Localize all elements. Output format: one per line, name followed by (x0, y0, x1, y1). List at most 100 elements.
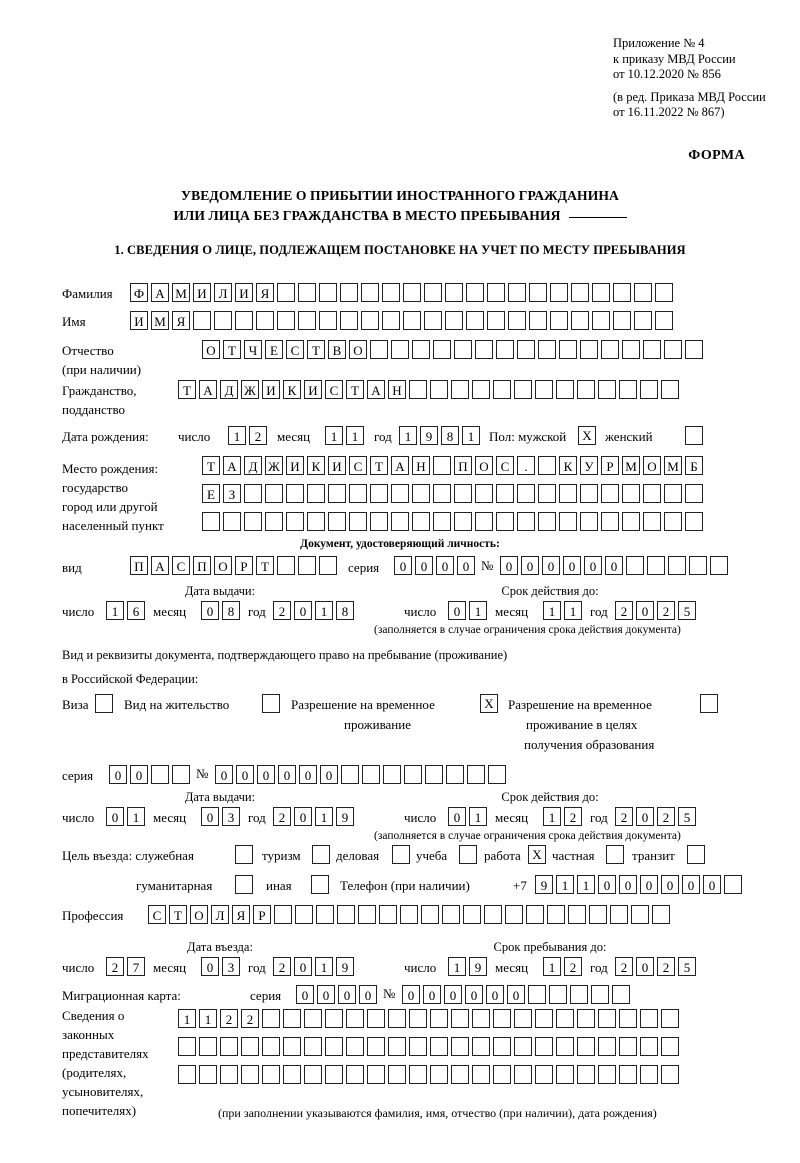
char-cell[interactable]: 0 (415, 556, 433, 575)
char-cell[interactable] (580, 340, 598, 359)
char-cell[interactable] (421, 905, 439, 924)
char-cell[interactable]: Т (223, 340, 241, 359)
char-cell[interactable]: А (223, 456, 241, 475)
char-cell[interactable] (664, 340, 682, 359)
char-cell[interactable] (535, 1037, 553, 1056)
char-cell[interactable] (304, 1009, 322, 1028)
char-cell[interactable]: Т (178, 380, 196, 399)
char-cell[interactable]: 1 (543, 807, 561, 826)
char-cell[interactable]: Ж (241, 380, 259, 399)
purpose-work-checkbox[interactable]: X (528, 845, 546, 864)
char-cell[interactable] (493, 380, 511, 399)
char-cell[interactable] (391, 340, 409, 359)
char-cell[interactable]: 0 (661, 875, 679, 894)
char-cell[interactable]: И (235, 283, 253, 302)
char-cell[interactable] (613, 311, 631, 330)
char-cell[interactable]: П (130, 556, 148, 575)
char-cell[interactable] (307, 484, 325, 503)
char-cell[interactable]: 9 (336, 807, 354, 826)
char-cell[interactable] (172, 765, 190, 784)
char-cell[interactable]: 5 (678, 957, 696, 976)
char-cell[interactable]: 3 (222, 957, 240, 976)
char-cell[interactable] (325, 1037, 343, 1056)
char-cell[interactable] (643, 484, 661, 503)
char-cell[interactable] (640, 380, 658, 399)
char-cell[interactable]: 0 (598, 875, 616, 894)
char-cell[interactable] (508, 311, 526, 330)
char-cell[interactable] (640, 1037, 658, 1056)
char-cell[interactable]: 1 (448, 957, 466, 976)
char-cell[interactable]: А (367, 380, 385, 399)
char-cell[interactable] (571, 311, 589, 330)
char-cell[interactable]: А (199, 380, 217, 399)
char-cell[interactable] (404, 765, 422, 784)
char-cell[interactable]: О (202, 340, 220, 359)
char-cell[interactable] (199, 1065, 217, 1084)
char-cell[interactable] (634, 283, 652, 302)
char-cell[interactable]: 7 (127, 957, 145, 976)
char-cell[interactable]: 2 (106, 957, 124, 976)
char-cell[interactable]: 8 (222, 601, 240, 620)
char-cell[interactable] (472, 1009, 490, 1028)
char-cell[interactable] (370, 484, 388, 503)
char-cell[interactable]: И (304, 380, 322, 399)
char-cell[interactable] (283, 1037, 301, 1056)
char-cell[interactable]: 0 (636, 601, 654, 620)
char-cell[interactable] (358, 905, 376, 924)
purpose-humanitarian-checkbox[interactable] (235, 875, 253, 894)
char-cell[interactable]: Б (685, 456, 703, 475)
char-cell[interactable] (655, 283, 673, 302)
char-cell[interactable] (661, 1065, 679, 1084)
char-cell[interactable] (265, 512, 283, 531)
char-cell[interactable] (178, 1065, 196, 1084)
char-cell[interactable]: 0 (507, 985, 525, 1004)
birthplace-row-3-input[interactable] (202, 512, 703, 531)
char-cell[interactable]: 5 (678, 601, 696, 620)
char-cell[interactable] (277, 556, 295, 575)
char-cell[interactable]: 0 (457, 556, 475, 575)
char-cell[interactable]: Д (220, 380, 238, 399)
char-cell[interactable] (425, 765, 443, 784)
char-cell[interactable]: 1 (106, 601, 124, 620)
char-cell[interactable] (493, 1065, 511, 1084)
char-cell[interactable] (724, 875, 742, 894)
char-cell[interactable]: И (130, 311, 148, 330)
char-cell[interactable] (223, 512, 241, 531)
char-cell[interactable] (463, 905, 481, 924)
char-cell[interactable] (193, 311, 211, 330)
char-cell[interactable] (496, 512, 514, 531)
char-cell[interactable] (619, 380, 637, 399)
char-cell[interactable] (685, 340, 703, 359)
char-cell[interactable] (529, 311, 547, 330)
char-cell[interactable] (598, 1009, 616, 1028)
char-cell[interactable] (710, 556, 728, 575)
char-cell[interactable] (580, 512, 598, 531)
char-cell[interactable] (244, 512, 262, 531)
char-cell[interactable] (454, 340, 472, 359)
char-cell[interactable]: 1 (315, 957, 333, 976)
char-cell[interactable] (610, 905, 628, 924)
char-cell[interactable]: Т (346, 380, 364, 399)
char-cell[interactable]: 0 (317, 985, 335, 1004)
char-cell[interactable]: С (172, 556, 190, 575)
char-cell[interactable] (535, 1065, 553, 1084)
char-cell[interactable] (370, 340, 388, 359)
char-cell[interactable] (262, 1009, 280, 1028)
char-cell[interactable] (328, 512, 346, 531)
char-cell[interactable] (484, 905, 502, 924)
char-cell[interactable]: 1 (325, 426, 343, 445)
char-cell[interactable] (652, 905, 670, 924)
char-cell[interactable]: Н (412, 456, 430, 475)
char-cell[interactable]: Н (388, 380, 406, 399)
char-cell[interactable] (220, 1065, 238, 1084)
char-cell[interactable]: Ж (265, 456, 283, 475)
